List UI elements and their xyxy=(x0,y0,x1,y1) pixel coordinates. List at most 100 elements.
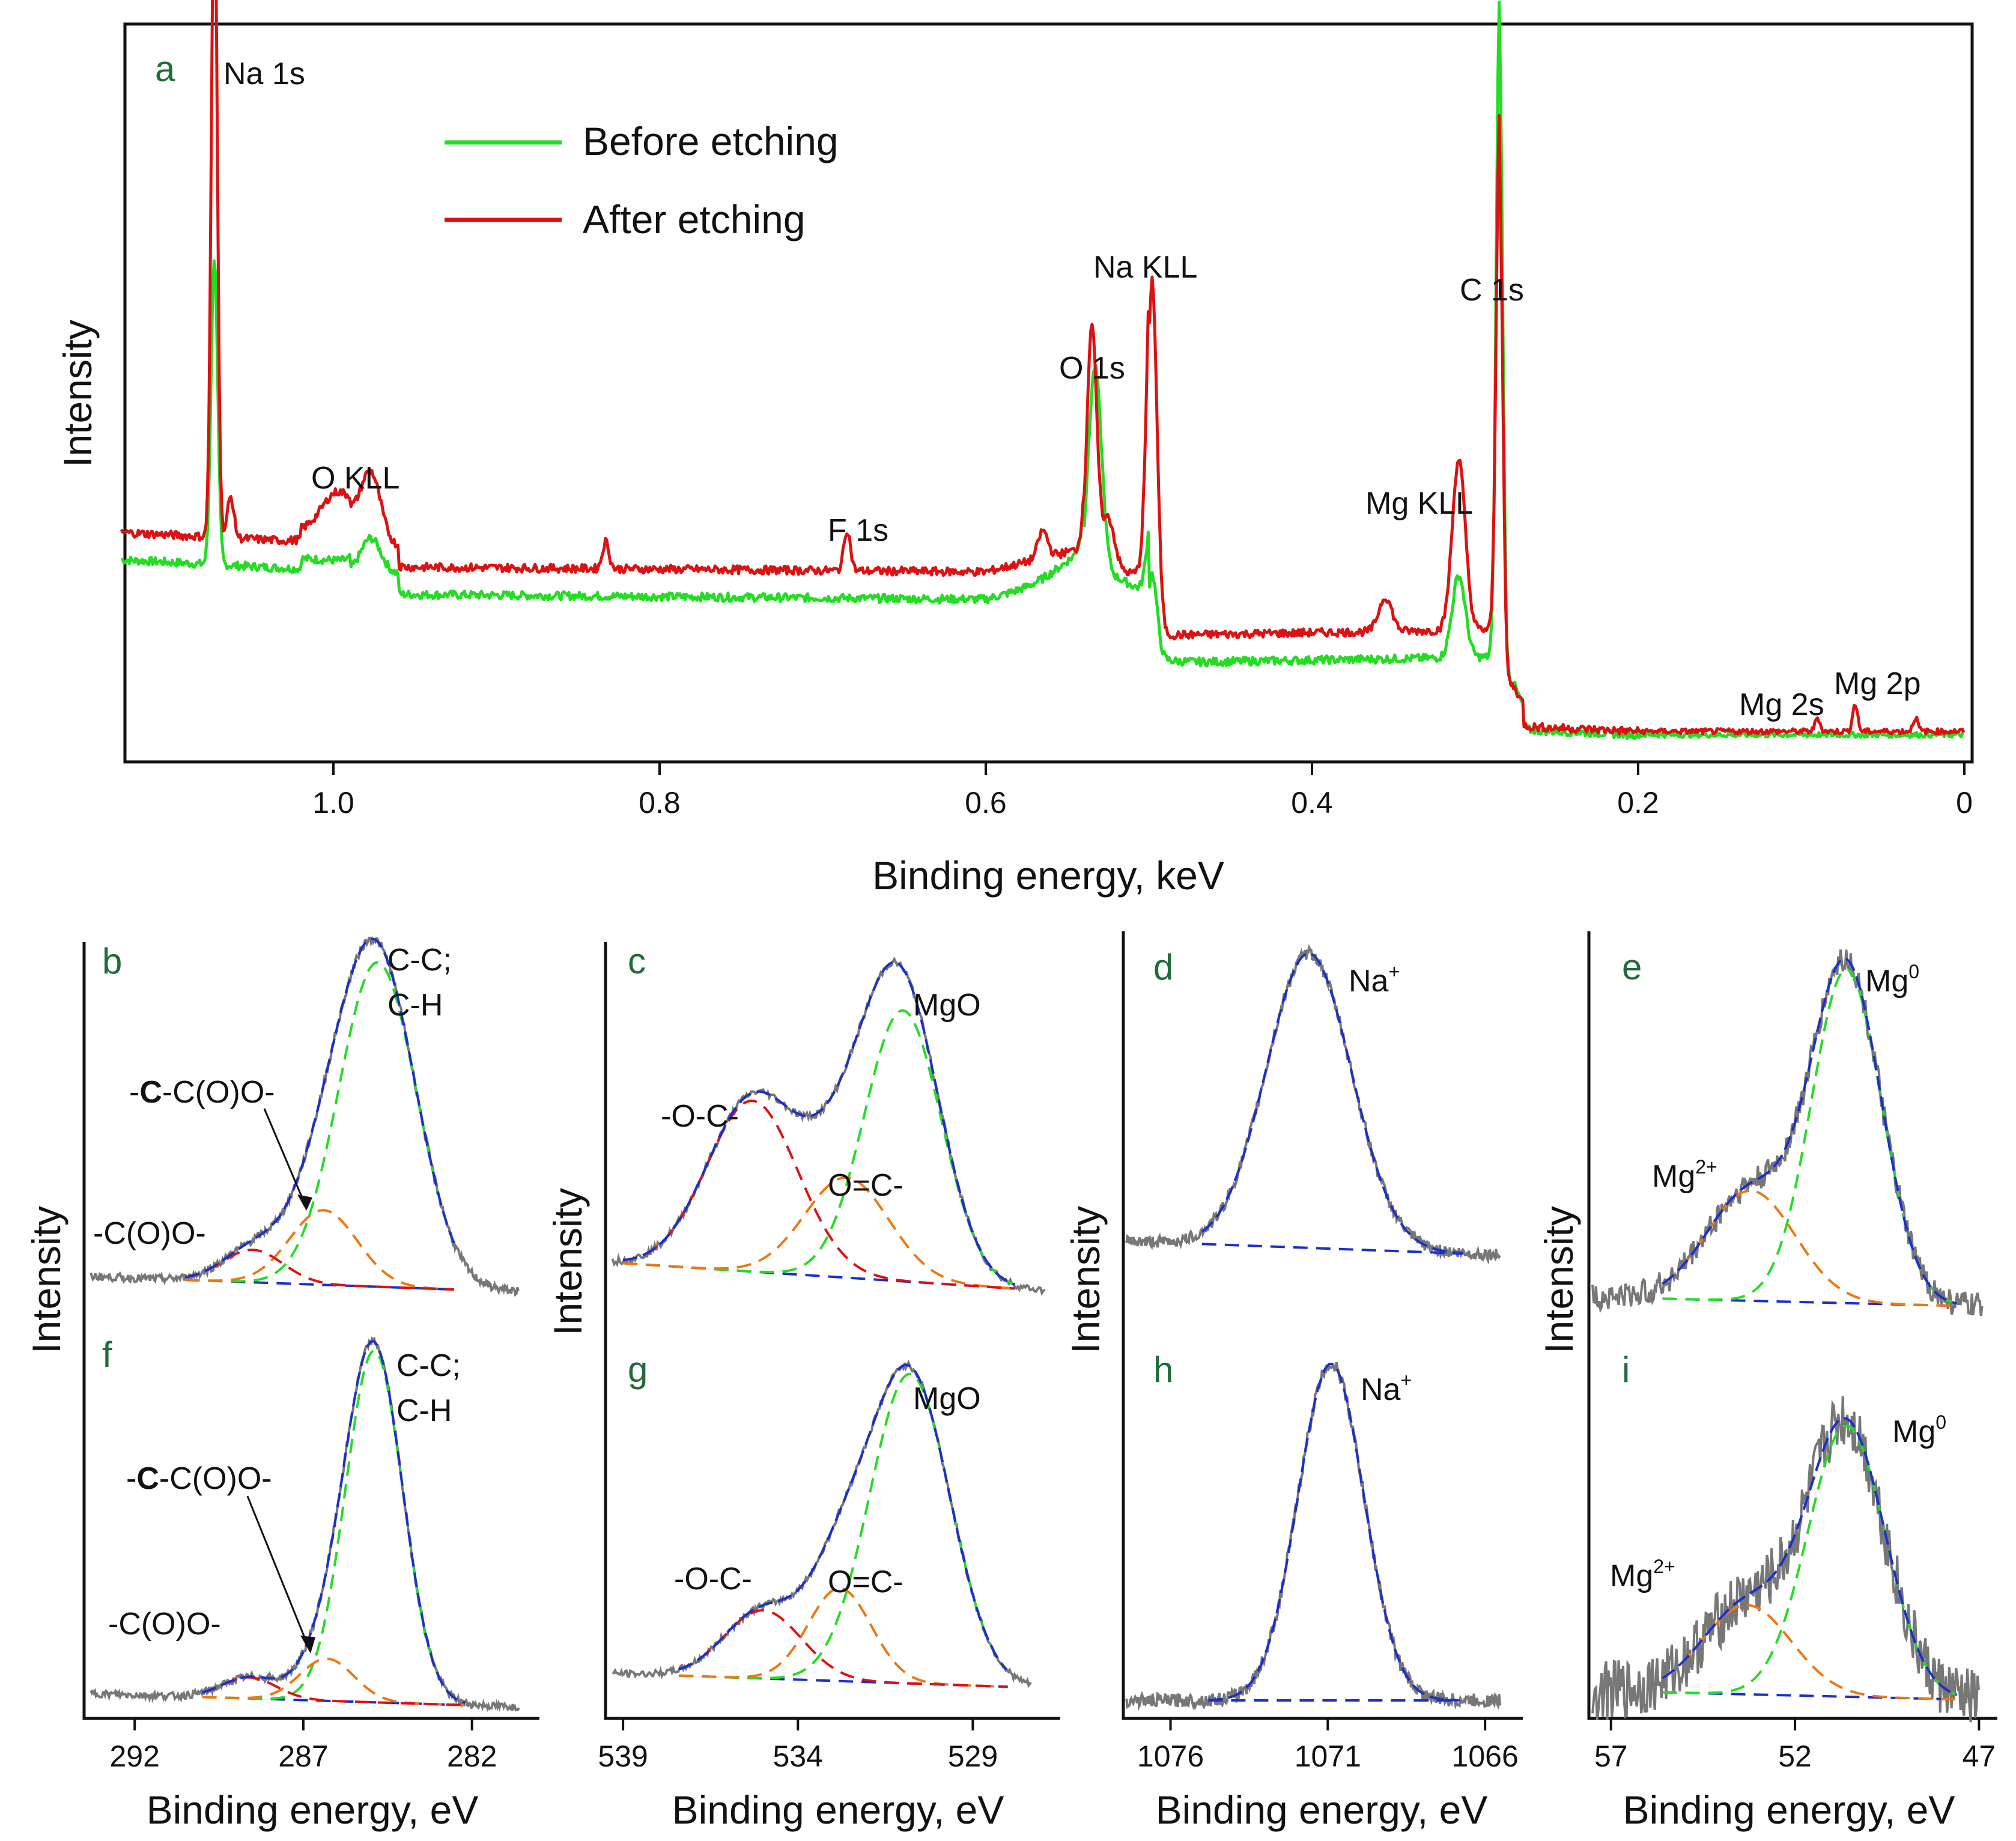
panel-b-ccoo-label: -C-C(O)O- xyxy=(129,1075,275,1110)
panel-a: 1.0 0.8 0.6 0.4 0.2 0 a Intensity Binding ene… xyxy=(55,0,1974,898)
panel-g-oeqc-label: O=C- xyxy=(828,1565,903,1599)
p-d-experimental xyxy=(1125,944,1501,1265)
panel-ei-x-ticks: 57 52 47 xyxy=(1594,1718,1996,1773)
panel-e-mg0-label: Mg0 xyxy=(1865,961,1919,999)
peak-label-na-1s: Na 1s xyxy=(223,56,305,91)
panel-bf-x-label: Binding energy, eV xyxy=(147,1788,479,1832)
panel-bf-x-ticks: 292 287 282 xyxy=(110,1718,497,1773)
panel-f-ch-label: C-H xyxy=(396,1393,452,1428)
panel-e-mg2-label: Mg2+ xyxy=(1652,1156,1717,1194)
peak-label-f-1s: F 1s xyxy=(828,513,888,548)
panel-c-mgo-label: MgO xyxy=(913,988,981,1023)
panel-ei-tick-label: 57 xyxy=(1594,1739,1628,1773)
panel-dh-y-label: Intensity xyxy=(1063,1206,1108,1354)
p-b-component-1 xyxy=(185,1209,455,1291)
panel-a-x-ticks: 1.0 0.8 0.6 0.4 0.2 0 xyxy=(312,762,1973,820)
panel-dh-x-label: Binding energy, eV xyxy=(1156,1788,1488,1832)
peak-label-mg-kll: Mg KLL xyxy=(1365,486,1473,521)
peak-label-mg-2s: Mg 2s xyxy=(1739,687,1824,722)
panel-cg-tick-label: 539 xyxy=(598,1739,648,1773)
p-e-envelope xyxy=(1662,957,1958,1305)
p-b-component-2 xyxy=(185,1249,454,1291)
p-f-envelope xyxy=(201,1340,466,1705)
p-f-component-1 xyxy=(202,1657,466,1706)
panel-i-mg2-label: Mg2+ xyxy=(1610,1556,1675,1593)
panel-h-letter: h xyxy=(1153,1350,1173,1390)
panel-cg-frame xyxy=(604,942,1060,1720)
panel-c-g-axes: 539 534 529 Intensity Binding energy, eV xyxy=(545,942,1060,1832)
panel-i-curves xyxy=(1591,1396,1980,1723)
p-c-component-2 xyxy=(622,1100,1015,1290)
panel-dh-tick-label: 1066 xyxy=(1452,1739,1519,1773)
panel-a-series-after xyxy=(120,0,1966,736)
p-b-envelope xyxy=(185,937,455,1279)
panel-c-oc-label: -O-C- xyxy=(661,1099,739,1134)
panel-d-curves xyxy=(1125,944,1501,1265)
panel-b-letter: b xyxy=(102,941,122,981)
panel-b-coo-label: -C(O)O- xyxy=(93,1216,206,1251)
panel-dh-tick-label: 1071 xyxy=(1295,1739,1361,1773)
panel-a-curves xyxy=(120,0,1966,740)
p-e-component-1 xyxy=(1662,1189,1957,1307)
panel-a-tick-label: 0.2 xyxy=(1617,786,1659,820)
panel-dh-tick-label: 1076 xyxy=(1137,1739,1204,1773)
panel-bf-frame xyxy=(82,942,539,1720)
panel-dh-frame xyxy=(1122,931,1523,1720)
panel-cg-tick-label: 529 xyxy=(948,1739,998,1773)
panel-i-mg0-label: Mg0 xyxy=(1892,1411,1946,1449)
panel-dh-x-ticks: 1076 1071 1066 xyxy=(1137,1718,1519,1773)
p-e-component-0 xyxy=(1662,968,1958,1305)
panel-c-oeqc-label: O=C- xyxy=(828,1168,903,1203)
p-h-envelope xyxy=(1208,1362,1459,1702)
panel-b-curves xyxy=(90,936,520,1297)
p-d-baseline xyxy=(1201,1243,1463,1255)
p-h-experimental xyxy=(1125,1362,1502,1711)
panel-d-letter: d xyxy=(1153,947,1173,987)
panel-ei-tick-label: 52 xyxy=(1778,1739,1812,1773)
panel-ei-tick-label: 47 xyxy=(1963,1739,1996,1773)
panel-c-curves xyxy=(611,956,1046,1296)
peak-label-o-kll: O KLL xyxy=(311,461,399,496)
panel-a-tick-label: 0.8 xyxy=(639,786,681,820)
panel-a-tick-label: 1.0 xyxy=(312,786,354,820)
p-f-baseline xyxy=(202,1696,466,1706)
p-c-envelope xyxy=(622,961,1016,1286)
panel-b-arrowhead xyxy=(297,1194,312,1211)
panel-bf-tick-label: 287 xyxy=(278,1739,328,1773)
panel-a-series-before xyxy=(121,0,1965,740)
panel-c-letter: c xyxy=(628,941,646,981)
panel-e-i-axes: 57 52 47 Intensity Binding energy, eV xyxy=(1537,931,1997,1832)
panel-g-mgo-label: MgO xyxy=(913,1381,981,1416)
panel-a-tick-label: 0.6 xyxy=(965,786,1007,820)
p-g-envelope xyxy=(678,1363,1007,1671)
panel-d-h-axes: 1076 1071 1066 Intensity Binding energy, e… xyxy=(1063,931,1523,1832)
panel-b-f-axes: 292 287 282 Intensity Binding energy, eV xyxy=(24,942,539,1832)
peak-label-c-1s: C 1s xyxy=(1460,273,1524,308)
panel-e-letter: e xyxy=(1622,947,1642,987)
panel-a-x-label: Binding energy, keV xyxy=(872,853,1224,898)
panel-a-tick-label: 0.4 xyxy=(1291,786,1333,820)
panel-a-frame xyxy=(123,22,1974,764)
panel-ei-frame xyxy=(1587,931,1997,1720)
panel-f-ccoo-label: -C-C(O)O- xyxy=(126,1461,272,1496)
p-g-component-1 xyxy=(679,1587,1007,1688)
p-i-envelope xyxy=(1662,1417,1958,1696)
panel-a-letter: a xyxy=(155,49,175,89)
panel-b-ch-label: C-H xyxy=(387,988,443,1023)
panel-b-cc-label: C-C; xyxy=(387,943,452,978)
panel-bf-tick-label: 282 xyxy=(447,1739,497,1773)
panel-e-curves xyxy=(1591,949,1984,1316)
peak-label-o-1s: O 1s xyxy=(1059,351,1125,386)
panel-ei-y-label: Intensity xyxy=(1537,1206,1581,1354)
p-e-experimental xyxy=(1591,949,1984,1316)
panel-f-letter: f xyxy=(102,1334,112,1375)
panel-g-oc-label: -O-C- xyxy=(674,1562,752,1596)
panel-cg-x-ticks: 539 534 529 xyxy=(598,1718,998,1773)
panel-ei-x-label: Binding energy, eV xyxy=(1623,1788,1955,1832)
panel-g-curves xyxy=(612,1360,1032,1688)
panel-cg-tick-label: 534 xyxy=(773,1739,823,1773)
p-i-experimental xyxy=(1591,1396,1980,1723)
panel-a-tick-label: 0 xyxy=(1956,786,1973,820)
